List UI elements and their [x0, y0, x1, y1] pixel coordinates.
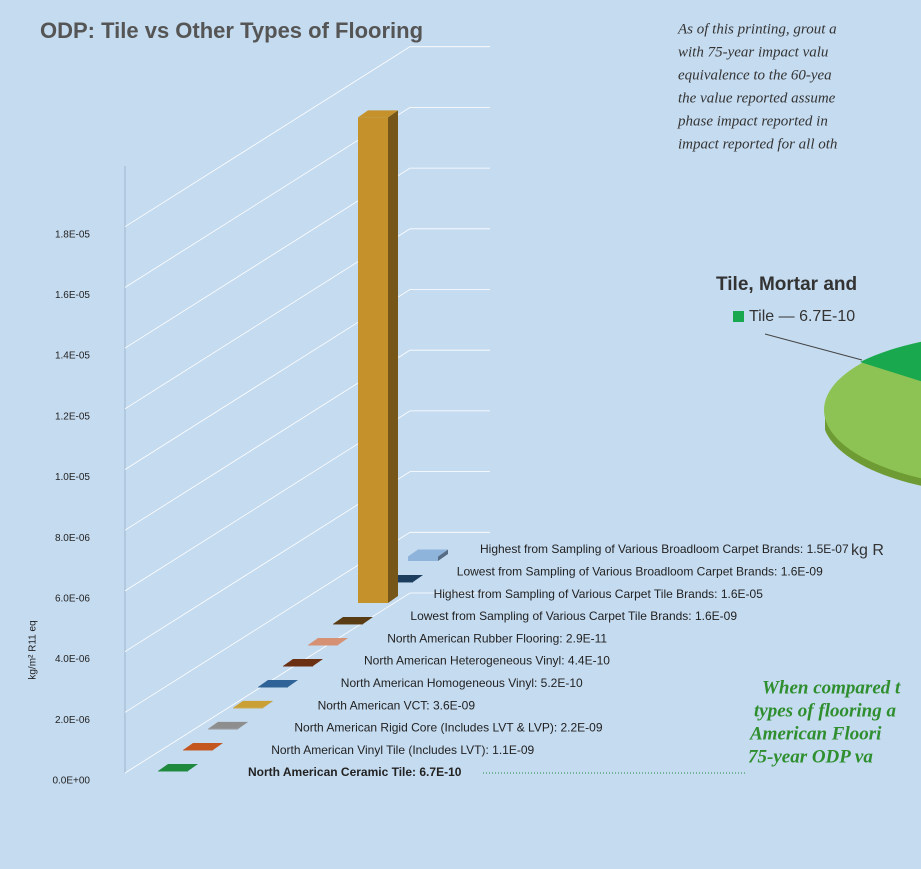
note-line: impact reported for all oth: [678, 136, 837, 152]
bar: [233, 707, 263, 709]
note-line: As of this printing, grout a: [677, 21, 837, 37]
bar: [358, 117, 388, 604]
bar-side: [388, 110, 398, 604]
note-line: phase impact reported in: [677, 113, 828, 129]
callout-line: types of flooring a: [754, 700, 896, 721]
bar: [158, 770, 188, 772]
bar: [283, 665, 313, 667]
category-label: Lowest from Sampling of Various Carpet T…: [410, 609, 737, 623]
y-tick-label: 6.0E-06: [55, 594, 90, 605]
bar-top: [308, 637, 348, 645]
legend-text: Tile — 6.7E-10: [749, 308, 855, 325]
grid-line: [124, 167, 490, 349]
bar-side: [313, 658, 323, 666]
category-label: Highest from Sampling of Various Carpet …: [434, 587, 764, 601]
bar: [208, 728, 238, 730]
grid-line: [124, 289, 490, 470]
y-tick-label: 0.0E+00: [52, 776, 90, 787]
bar-top: [358, 110, 398, 118]
bar-side: [438, 549, 448, 561]
bar-3d: [233, 700, 273, 709]
bar-side: [363, 616, 373, 624]
bar-3d: [358, 110, 398, 604]
bar-top: [333, 616, 373, 624]
bar-side: [238, 721, 248, 729]
grid-line: [124, 410, 490, 592]
pie-title: Tile, Mortar and: [716, 274, 857, 295]
bar-3d: [208, 721, 248, 730]
y-tick-label: 1.6E-05: [55, 290, 90, 301]
grid-line: [124, 349, 490, 531]
grid-line: [124, 107, 490, 288]
leader-line: [764, 333, 863, 361]
note: As of this printing, grout a with 75-yea…: [677, 21, 837, 152]
grid-line: [124, 471, 490, 652]
pie-slice: [824, 341, 921, 479]
bar: [408, 556, 438, 561]
y-tick-label: 1.4E-05: [55, 351, 90, 362]
bar-3d: [183, 742, 223, 751]
bar-3d: [333, 616, 373, 625]
bar-top: [258, 679, 298, 687]
y-tick-label: 1.8E-05: [55, 229, 90, 240]
category-label: North American Rigid Core (Includes LVT …: [294, 721, 602, 735]
y-axis-label: kg/m² R11 eq: [28, 620, 39, 679]
pie-unit: kg R: [851, 542, 884, 559]
category-label: North American Ceramic Tile: 6.7E-10: [248, 765, 462, 779]
grid-line: [124, 228, 490, 410]
bar-side: [413, 574, 423, 582]
grid-line: [124, 46, 490, 228]
bar-3d: [158, 763, 198, 772]
pie: Tile, Mortar and G Tile — 6.7E-10 kg R: [716, 274, 921, 559]
bar: [183, 749, 213, 751]
bar-top: [408, 549, 448, 557]
pie-slice: [860, 341, 921, 382]
bar-top: [233, 700, 273, 708]
bar-side: [188, 763, 198, 771]
callout-line: 75-year ODP va: [748, 746, 873, 767]
bar: [258, 686, 288, 688]
bar-side: [263, 700, 273, 708]
bar-top: [183, 742, 223, 750]
y-tick-label: 1.2E-05: [55, 411, 90, 422]
category-label: Highest from Sampling of Various Broadlo…: [480, 542, 849, 556]
bar-side: [213, 742, 223, 750]
bar-3d: [408, 549, 448, 561]
y-tick-label: 2.0E-06: [55, 715, 90, 726]
note-line: the value reported assume: [678, 90, 836, 106]
bar-side: [338, 637, 348, 645]
callout: When compared t types of flooring a Amer…: [748, 677, 901, 767]
category-label: North American Vinyl Tile (Includes LVT)…: [271, 743, 534, 757]
grid-line: [124, 592, 490, 774]
bar-top: [208, 721, 248, 729]
grid-line: [124, 531, 490, 713]
callout-line: When compared t: [762, 677, 901, 698]
bar: [308, 644, 338, 646]
bar-top: [158, 763, 198, 771]
y-tick-label: 1.0E-05: [55, 472, 90, 483]
bar-3d: [308, 637, 348, 646]
bar: [333, 623, 363, 625]
category-label: North American Heterogeneous Vinyl: 4.4E…: [364, 654, 610, 668]
category-label: North American Rubber Flooring: 2.9E-11: [387, 631, 607, 645]
category-label: Lowest from Sampling of Various Broadloo…: [457, 564, 823, 578]
bar-3d: [283, 658, 323, 667]
y-tick-label: 4.0E-06: [55, 654, 90, 665]
note-line: equivalence to the 60-yea: [678, 67, 832, 83]
y-tick-label: 8.0E-06: [55, 533, 90, 544]
bar-3d: [258, 679, 298, 688]
bar-top: [283, 658, 323, 666]
bar-side: [288, 679, 298, 687]
note-line: with 75-year impact valu: [678, 44, 828, 60]
category-label: North American Homogeneous Vinyl: 5.2E-1…: [341, 676, 583, 690]
category-label: North American VCT: 3.6E-09: [318, 698, 476, 712]
chart-title: ODP: Tile vs Other Types of Flooring: [40, 18, 423, 43]
legend-swatch: [733, 311, 744, 322]
callout-line: American Floori: [749, 723, 882, 744]
